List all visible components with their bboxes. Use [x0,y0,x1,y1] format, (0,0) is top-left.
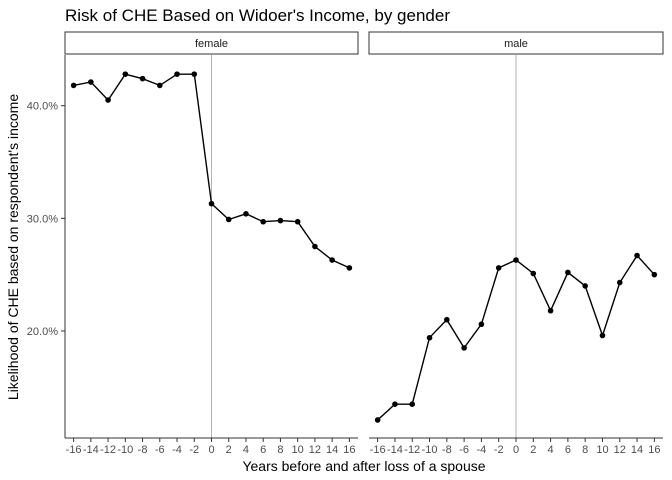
data-point-female [277,217,284,224]
data-point-female [329,257,335,263]
data-point-male [530,270,537,277]
x-tick-label: 10 [596,444,608,456]
data-point-male [513,257,519,263]
x-tick-label: -14 [83,444,99,456]
x-tick-label: -10 [422,444,438,456]
data-point-female [88,79,94,85]
x-tick-label: 12 [614,444,626,456]
x-tick-label: 16 [343,444,355,456]
strip-male [368,31,664,55]
data-point-female [346,265,353,271]
x-tick-label: 2 [226,444,232,456]
x-tick-label: 8 [277,444,283,456]
x-tick-label: -16 [66,444,82,456]
data-point-male [374,417,381,423]
y-tick-label: 30.0% [27,213,58,225]
data-point-female [294,218,301,225]
data-point-female [225,216,232,223]
strip-female [64,31,359,55]
x-tick-label: -4 [477,444,487,456]
x-tick-label: 12 [309,444,321,456]
data-point-female [70,82,77,89]
x-tick-label: 14 [326,444,338,456]
data-point-male [651,271,658,278]
data-point-female [105,97,111,103]
data-point-male [444,316,450,323]
x-tick-label: -8 [138,444,148,456]
data-point-female [174,71,180,77]
x-tick-label: 4 [548,444,554,456]
x-tick-label: -12 [100,444,116,456]
data-point-male [582,283,588,289]
x-tick-label: -4 [172,444,182,456]
x-tick-label: -2 [494,444,504,456]
x-tick-label: -10 [117,444,133,456]
data-point-female [312,243,318,250]
x-tick-label: 0 [208,444,214,456]
data-point-male [461,345,467,351]
x-tick-label: 14 [631,444,643,456]
x-tick-label: -14 [387,444,403,456]
strip-label-female: female [195,38,228,50]
plot-layer: female-16 -14 -12 -10 -8 -6 -4 -2 0 2 4 6 8 10 12 14 162… [27,31,664,456]
x-tick-label: -2 [189,444,199,456]
data-point-male [426,334,433,341]
x-tick-label: -6 [155,444,165,456]
x-tick-label: 10 [292,444,304,456]
x-tick-label: 0 [513,444,519,456]
data-point-female [191,71,198,77]
x-tick-label: 8 [582,444,588,456]
x-axis-title: Years before and after loss of a spouse [242,458,485,474]
x-tick-label: 4 [243,444,249,456]
data-point-male [565,269,571,276]
data-point-female [122,71,129,77]
strip-label-male: male [504,38,528,50]
data-point-male [495,265,502,271]
data-point-female [243,211,249,217]
y-tick-label: 40.0% [27,101,58,113]
data-point-male [547,307,554,314]
data-point-male [478,321,485,328]
x-tick-label: 16 [648,444,660,456]
facet-female: female -16 -14 -12 -10 -8 -6 -4 -2 0 2 4 6 8 10 12 14 16 2… [27,31,359,456]
data-point-male [599,332,606,339]
data-point-female [139,75,146,82]
data-point-female [208,200,215,207]
x-tick-label: -6 [459,444,469,456]
data-point-male [634,252,640,259]
x-tick-label: 2 [530,444,536,456]
x-tick-label: -12 [404,444,420,456]
chart-title: Risk of CHE Based on Widoer's Income, by… [65,6,450,25]
data-point-female [156,82,163,89]
data-point-male [409,401,416,408]
data-point-female [260,218,267,225]
y-tick-label: 20.0% [27,326,58,338]
x-tick-label: -16 [370,444,386,456]
data-point-male [392,401,398,408]
facet-male: male -16 -14 -12 -10 -8 -6 -4 -2 0 2 4 6 8 10 12 14 16 [368,31,664,456]
x-tick-label: 6 [260,444,266,456]
x-tick-label: 6 [565,444,571,456]
data-point-male [616,279,623,286]
x-tick-label: -8 [442,444,452,456]
y-axis-title: Likelihood of CHE based on respondent's … [5,94,21,400]
